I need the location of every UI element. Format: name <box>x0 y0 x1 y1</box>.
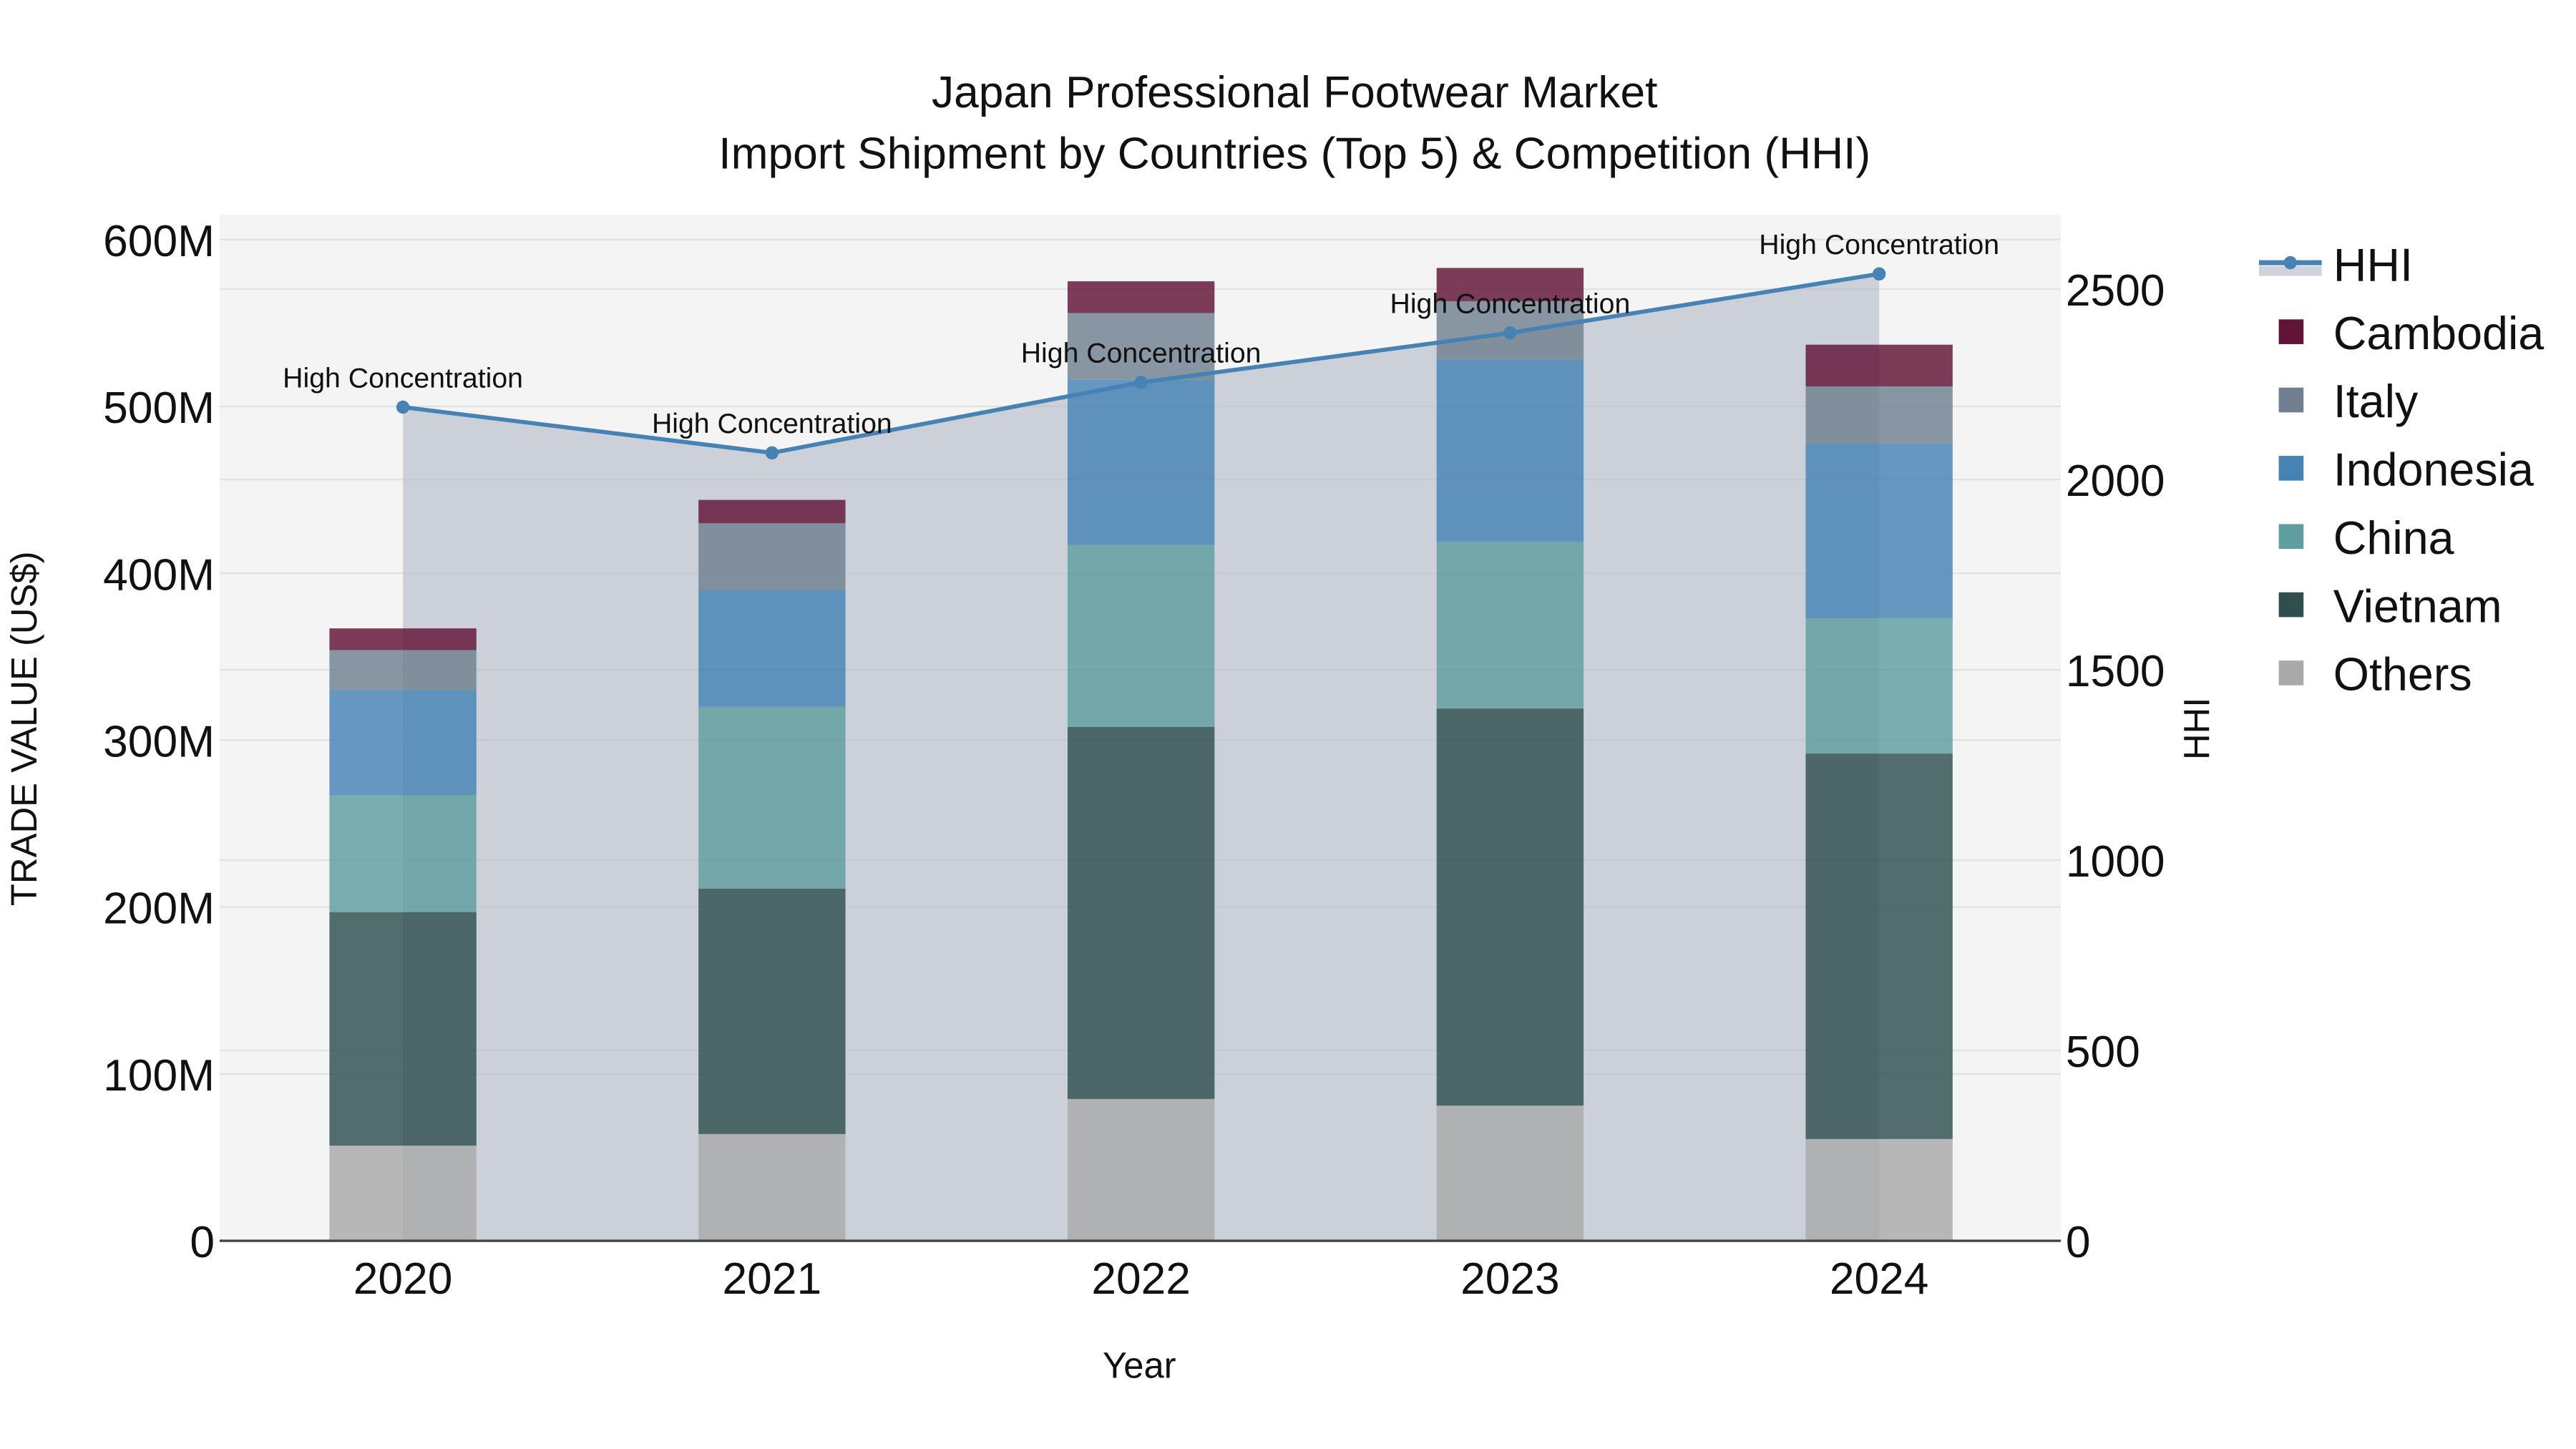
y2-tick-label: 500 <box>2066 1028 2140 1077</box>
y-tick-label: 300M <box>103 718 215 767</box>
bar-segment-china <box>1805 618 1953 754</box>
bar-segment-indonesia <box>1067 379 1215 545</box>
legend-marker-icon <box>2283 255 2297 270</box>
y-tick-label: 0 <box>190 1218 215 1267</box>
x-tick-label: 2024 <box>1830 1254 1929 1304</box>
bar-segment-china <box>1067 545 1215 727</box>
legend-label: China <box>2333 512 2454 564</box>
bar-segment-indonesia <box>329 690 477 796</box>
legend-label: Indonesia <box>2333 444 2534 496</box>
y-tick-label: 200M <box>103 884 215 934</box>
legend-item-hhi[interactable]: HHI <box>2258 239 2413 291</box>
bar-segment-china <box>698 706 846 889</box>
bar-segment-italy <box>329 650 477 691</box>
y-tick-label: 500M <box>103 384 215 433</box>
y-axis-ticks: 0 100M 200M 300M 400M 500M 600M <box>103 217 215 1267</box>
x-tick-label: 2022 <box>1091 1254 1191 1304</box>
bar-segment-indonesia <box>698 590 846 707</box>
bar-stack-2020 <box>329 628 477 1241</box>
y2-tick-label: 1000 <box>2066 837 2165 887</box>
bar-segment-italy <box>1805 386 1953 444</box>
annotation-label: High Concentration <box>283 362 523 394</box>
legend-swatch-icon <box>2278 319 2304 344</box>
bar-segment-china <box>1436 541 1584 709</box>
annotation-label: High Concentration <box>1390 288 1630 320</box>
bar-stack-2021 <box>698 499 846 1241</box>
annotation-label: High Concentration <box>652 408 892 439</box>
bar-segment-vietnam <box>1436 708 1584 1106</box>
hhi-marker <box>396 400 410 414</box>
y-axis-title: TRADE VALUE (US$) <box>4 551 44 906</box>
bar-segment-china <box>329 795 477 912</box>
y2-tick-label: 2000 <box>2066 457 2165 506</box>
bar-segment-indonesia <box>1805 443 1953 619</box>
bar-segment-vietnam <box>1805 753 1953 1139</box>
stacked-bars <box>329 268 1953 1241</box>
bar-segment-others <box>1805 1138 1953 1241</box>
legend-label: Italy <box>2333 375 2419 427</box>
legend-swatch-icon <box>2278 660 2304 686</box>
legend-swatch-icon <box>2278 387 2304 413</box>
y-tick-label: 400M <box>103 550 215 600</box>
x-axis-title: Year <box>1103 1345 1176 1386</box>
legend-item-italy[interactable]: Italy <box>2278 375 2419 427</box>
bar-segment-cambodia <box>1067 281 1215 313</box>
chart-title: Japan Professional Footwear Market <box>932 68 1658 117</box>
chart-subtitle: Import Shipment by Countries (Top 5) & C… <box>718 130 1870 179</box>
y-tick-label: 600M <box>103 217 215 266</box>
y2-axis-ticks: 0 500 1000 1500 2000 2500 <box>2066 266 2165 1267</box>
bar-segment-cambodia <box>329 628 477 650</box>
legend-swatch-icon <box>2278 592 2304 618</box>
annotations: High Concentration High Concentration High… <box>283 229 1999 439</box>
legend-item-indonesia[interactable]: Indonesia <box>2278 444 2534 496</box>
bar-segment-cambodia <box>1805 344 1953 387</box>
bar-segment-vietnam <box>1067 726 1215 1099</box>
legend-label: Vietnam <box>2333 580 2502 632</box>
bar-stack-2024 <box>1805 344 1953 1241</box>
legend-item-vietnam[interactable]: Vietnam <box>2278 580 2502 632</box>
y2-tick-label: 0 <box>2066 1218 2091 1267</box>
bar-segment-vietnam <box>698 888 846 1134</box>
legend: HHI Cambodia Italy Indonesia China Vietnam Oth… <box>2258 239 2545 701</box>
legend-label: Others <box>2333 648 2472 701</box>
x-axis-ticks: 2020 2021 2022 2023 2024 <box>353 1254 1929 1304</box>
legend-label: Cambodia <box>2333 307 2545 359</box>
hhi-marker <box>765 446 779 460</box>
bar-segment-vietnam <box>329 912 477 1146</box>
hhi-line <box>396 267 1886 460</box>
bar-stack-2022 <box>1067 281 1215 1241</box>
x-tick-label: 2021 <box>723 1254 822 1304</box>
bar-segment-indonesia <box>1436 359 1584 542</box>
legend-item-china[interactable]: China <box>2278 512 2454 564</box>
y2-axis-title: HHI <box>2177 698 2218 760</box>
x-tick-label: 2020 <box>353 1254 453 1304</box>
legend-item-others[interactable]: Others <box>2278 648 2472 701</box>
hhi-marker <box>1503 326 1517 340</box>
y2-tick-label: 1500 <box>2066 647 2165 696</box>
y-tick-label: 100M <box>103 1051 215 1101</box>
legend-item-cambodia[interactable]: Cambodia <box>2278 307 2545 359</box>
bar-segment-others <box>1067 1098 1215 1241</box>
bar-stack-2023 <box>1436 268 1584 1241</box>
bar-segment-italy <box>698 523 846 590</box>
legend-swatch-icon <box>2278 524 2304 550</box>
bar-segment-others <box>1436 1106 1584 1241</box>
hhi-marker <box>1872 267 1886 281</box>
bar-segment-cambodia <box>698 499 846 524</box>
legend-label: HHI <box>2333 239 2413 291</box>
bar-segment-others <box>698 1133 846 1241</box>
y2-tick-label: 2500 <box>2066 266 2165 316</box>
x-tick-label: 2023 <box>1460 1254 1560 1304</box>
bar-segment-cambodia <box>1436 268 1584 302</box>
bar-segment-others <box>329 1146 477 1241</box>
annotation-label: High Concentration <box>1021 338 1262 369</box>
legend-hhi-fill-swatch <box>2258 265 2322 276</box>
legend-swatch-icon <box>2278 456 2304 481</box>
hhi-marker <box>1134 376 1148 389</box>
annotation-label: High Concentration <box>1759 229 1999 260</box>
bar-segment-italy <box>1067 313 1215 380</box>
